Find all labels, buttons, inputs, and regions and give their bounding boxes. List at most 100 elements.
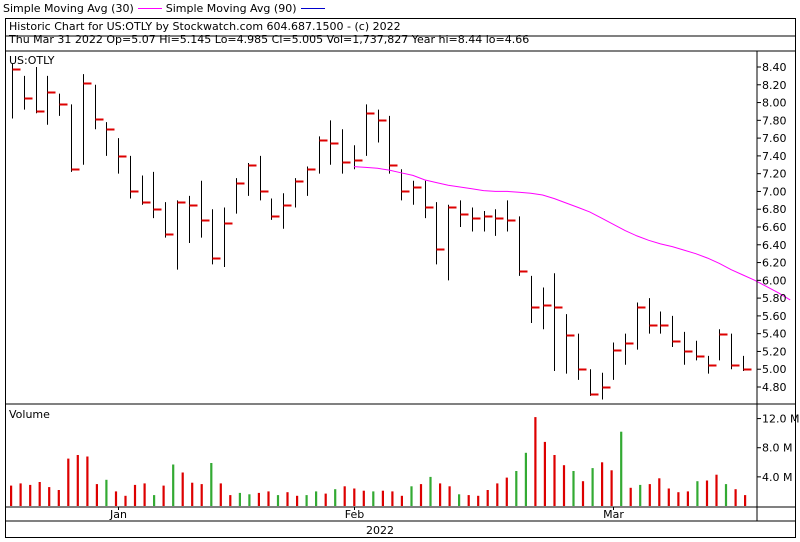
- price-tick-label: 5.60: [762, 310, 787, 323]
- volume-bar: [286, 492, 289, 506]
- volume-bar: [515, 471, 518, 506]
- price-tick-label: 6.80: [762, 203, 787, 216]
- price-tick-label: 8.00: [762, 97, 787, 110]
- volume-bar: [562, 465, 566, 506]
- volume-bar: [257, 492, 260, 506]
- volume-bar: [315, 491, 318, 506]
- chart-axes: 4.80 5.00 5.20 5.40 5.60 5.80 6.00 6.20 6.40 6.60…: [6, 35, 799, 522]
- volume-bar: [210, 463, 213, 506]
- volume-bar: [86, 456, 89, 506]
- volume-bar: [601, 462, 604, 506]
- volume-bar: [181, 472, 184, 506]
- price-tick-label: 7.20: [762, 168, 787, 181]
- sma90-line: [353, 166, 791, 301]
- volume-bar: [543, 441, 546, 506]
- volume-bar: [219, 483, 222, 506]
- header-title: Historic Chart for US:OTLY by Stockwatch…: [9, 20, 401, 33]
- price-tick-label: 8.40: [762, 61, 787, 74]
- volume-panel: [10, 417, 747, 506]
- volume-bar: [744, 495, 747, 506]
- volume-bar: [734, 489, 737, 506]
- volume-bar: [429, 476, 432, 506]
- volume-bar: [67, 458, 70, 506]
- volume-bar: [524, 452, 527, 506]
- volume-bar: [191, 482, 194, 506]
- volume-bar: [439, 483, 442, 506]
- volume-bar: [724, 484, 728, 506]
- volume-bar: [381, 490, 384, 506]
- legend-sma90-label: Simple Moving Avg (90): [165, 2, 297, 15]
- volume-bar: [105, 479, 108, 506]
- price-tick-label: 8.20: [762, 79, 787, 92]
- volume-bar: [200, 484, 203, 506]
- volume-bar: [19, 483, 22, 506]
- volume-bar: [400, 495, 403, 506]
- volume-bar: [686, 491, 689, 506]
- volume-tick-label: 12.0 M: [762, 413, 799, 426]
- volume-bar: [705, 480, 709, 506]
- price-tick-label: 4.80: [762, 381, 787, 394]
- volume-bar: [229, 495, 232, 506]
- chart-legend: Simple Moving Avg (30) Simple Moving Avg…: [3, 0, 329, 17]
- legend-sma90-swatch: [137, 8, 162, 9]
- year-label: 2022: [366, 524, 394, 537]
- volume-bar: [334, 489, 337, 506]
- price-tick-label: 5.40: [762, 328, 787, 341]
- volume-bar: [29, 484, 32, 506]
- volume-bar: [143, 483, 146, 506]
- volume-bar: [305, 495, 308, 506]
- volume-bar: [48, 487, 51, 506]
- volume-bar: [581, 481, 585, 506]
- volume-bar: [639, 484, 642, 506]
- volume-bar: [362, 490, 365, 506]
- price-tick-label: 7.60: [762, 132, 787, 145]
- price-tick-label: 7.40: [762, 150, 787, 163]
- volume-bar: [458, 494, 461, 506]
- price-tick-label: 5.80: [762, 292, 787, 305]
- month-label: Mar: [603, 508, 624, 521]
- volume-bar: [114, 491, 118, 506]
- volume-bar: [477, 495, 480, 506]
- volume-bar: [248, 494, 251, 506]
- volume-bar: [696, 481, 699, 506]
- volume-bar: [715, 474, 718, 506]
- volume-bar: [153, 495, 156, 506]
- volume-bar: [353, 488, 356, 506]
- volume-bar: [610, 470, 613, 506]
- volume-bar: [391, 491, 394, 506]
- volume-bar: [591, 468, 594, 506]
- volume-bar: [505, 477, 508, 506]
- price-tick-label: 7.00: [762, 185, 787, 198]
- volume-bar: [133, 484, 137, 506]
- volume-bar: [267, 491, 270, 506]
- volume-tick-label: 4.0 M: [762, 471, 792, 484]
- volume-bar: [553, 455, 556, 506]
- volume-bar: [629, 487, 632, 506]
- sma-layer: [353, 166, 791, 301]
- month-label: Jan: [109, 508, 127, 521]
- volume-bar: [419, 484, 423, 506]
- price-tick-label: 6.00: [762, 274, 787, 287]
- volume-bar: [667, 488, 670, 506]
- volume-bar: [372, 491, 375, 506]
- volume-bar: [648, 484, 651, 506]
- volume-bar: [57, 490, 60, 506]
- volume-bar: [343, 486, 346, 506]
- price-tick-label: 5.20: [762, 345, 787, 358]
- volume-bar: [496, 483, 499, 506]
- volume-bar: [677, 492, 680, 506]
- price-tick-label: 6.60: [762, 221, 787, 234]
- volume-bar: [467, 495, 470, 506]
- volume-bar: [238, 492, 241, 506]
- volume-bar: [620, 431, 623, 506]
- month-label: Feb: [345, 508, 364, 521]
- volume-bar: [296, 495, 299, 506]
- volume-bar: [124, 495, 127, 506]
- volume-bar: [658, 478, 661, 506]
- price-tick-label: 6.20: [762, 257, 787, 270]
- volume-bar: [162, 485, 165, 506]
- volume-bar: [95, 484, 98, 506]
- volume-bar: [410, 486, 413, 506]
- volume-bar: [572, 471, 575, 506]
